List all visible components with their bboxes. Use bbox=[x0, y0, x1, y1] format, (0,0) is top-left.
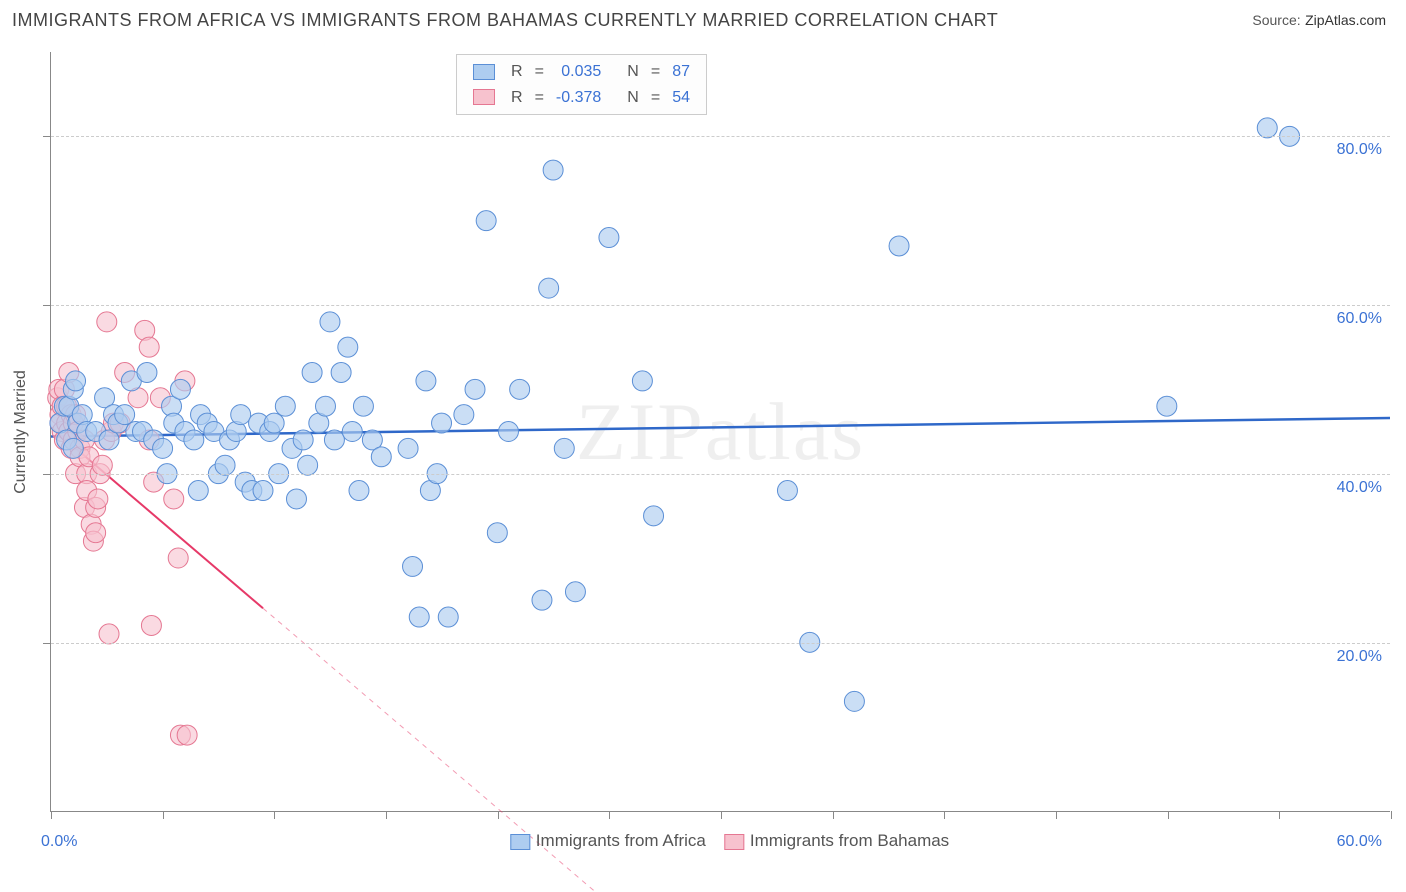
y-tick-label: 60.0% bbox=[1337, 310, 1382, 328]
x-tick bbox=[1056, 811, 1057, 819]
x-tick bbox=[833, 811, 834, 819]
x-tick bbox=[1168, 811, 1169, 819]
x-tick bbox=[386, 811, 387, 819]
chart-area: ZIPatlas Currently Married R=0.035N=87R=… bbox=[50, 52, 1390, 812]
legend-series-label: Immigrants from Africa bbox=[536, 831, 706, 850]
legend-stat-row: R=0.035N=87 bbox=[467, 59, 696, 85]
y-tick-label: 80.0% bbox=[1337, 141, 1382, 159]
x-axis-max-label: 60.0% bbox=[1337, 833, 1382, 851]
legend-stats: R=0.035N=87R=-0.378N=54 bbox=[456, 54, 707, 115]
y-axis-title: Currently Married bbox=[12, 370, 30, 494]
legend-swatch bbox=[724, 834, 744, 850]
legend-swatch bbox=[510, 834, 530, 850]
gridline bbox=[51, 474, 1390, 475]
x-tick bbox=[51, 811, 52, 819]
source-name: ZipAtlas.com bbox=[1305, 12, 1386, 28]
x-tick bbox=[721, 811, 722, 819]
legend-series-label: Immigrants from Bahamas bbox=[750, 831, 949, 850]
gridline bbox=[51, 305, 1390, 306]
x-tick bbox=[1279, 811, 1280, 819]
y-tick-label: 20.0% bbox=[1337, 648, 1382, 666]
x-tick bbox=[1391, 811, 1392, 819]
legend-stat-row: R=-0.378N=54 bbox=[467, 85, 696, 111]
x-tick bbox=[274, 811, 275, 819]
x-tick bbox=[498, 811, 499, 819]
x-tick bbox=[944, 811, 945, 819]
scatter-plot bbox=[51, 52, 1390, 811]
gridline bbox=[51, 643, 1390, 644]
x-axis-min-label: 0.0% bbox=[41, 833, 77, 851]
source: Source: ZipAtlas.com bbox=[1252, 12, 1386, 30]
x-tick bbox=[609, 811, 610, 819]
chart-title: IMMIGRANTS FROM AFRICA VS IMMIGRANTS FRO… bbox=[12, 10, 998, 31]
source-label: Source: bbox=[1252, 12, 1300, 28]
y-tick-label: 40.0% bbox=[1337, 479, 1382, 497]
gridline bbox=[51, 136, 1390, 137]
legend-series: Immigrants from Africa Immigrants from Ba… bbox=[492, 831, 949, 851]
x-tick bbox=[163, 811, 164, 819]
